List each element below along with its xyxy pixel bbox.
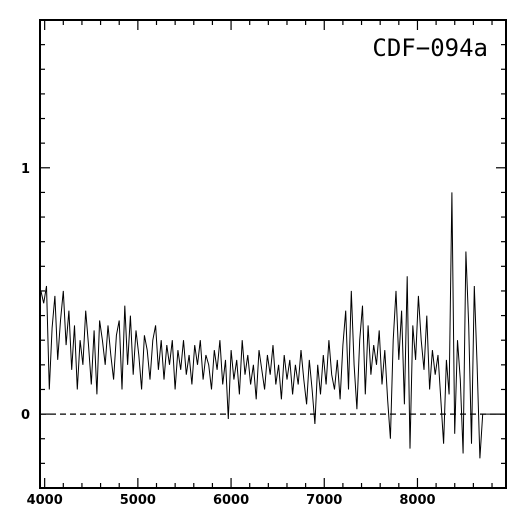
y-tick-label: 0 [21, 408, 30, 423]
plot-frame [39, 19, 507, 489]
x-tick-label: 7000 [306, 493, 342, 508]
spectrum-line [40, 192, 502, 459]
x-tick-label: 5000 [120, 493, 156, 508]
x-tick-label: 6000 [213, 493, 249, 508]
chart-title: CDF−094a [372, 34, 488, 62]
y-tick-label: 1 [21, 162, 30, 177]
x-tick-label: 4000 [27, 493, 63, 508]
x-tick-label: 8000 [399, 493, 435, 508]
